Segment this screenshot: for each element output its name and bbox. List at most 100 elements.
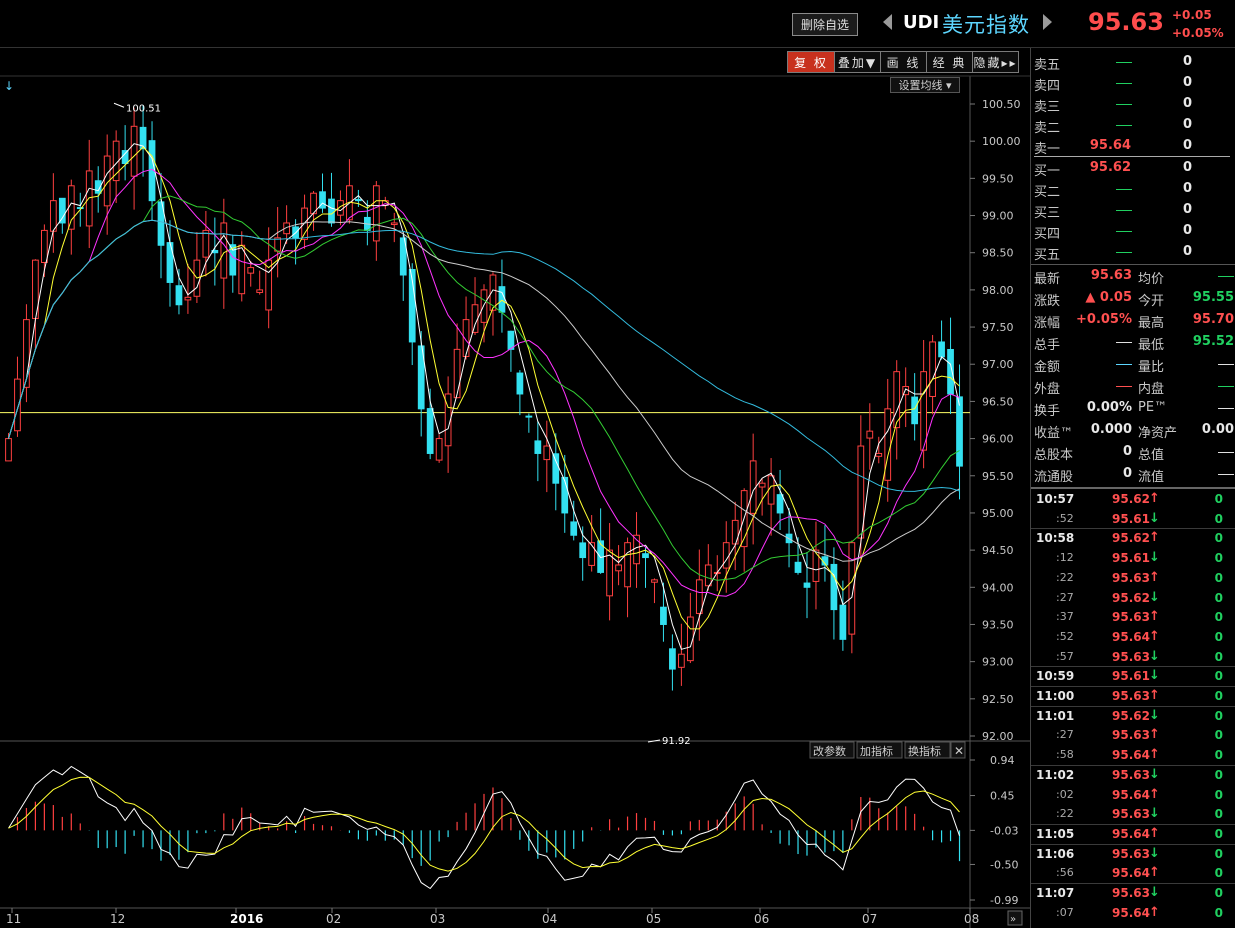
- close-indicator-icon[interactable]: [950, 741, 966, 759]
- tick-price: 95.63: [1112, 807, 1150, 822]
- tick-separator: [1031, 528, 1235, 530]
- arrow-down-icon: ↓: [1149, 806, 1160, 822]
- toolbar-button-3[interactable]: 经 典: [927, 51, 973, 73]
- quote-label: 总值: [1138, 448, 1165, 463]
- kline-chart[interactable]: ↓ 100.50 100.00 99.50 99.00 98.50 98.00 97.50 9…: [0, 48, 1030, 928]
- arrow-up-icon: ↑: [1149, 865, 1160, 881]
- arrow-down-icon: ↓: [1149, 589, 1160, 605]
- candle-body: [848, 542, 856, 635]
- candle-body: [121, 150, 129, 164]
- tick-time: :02: [1056, 787, 1074, 801]
- orderbook-label: 买五: [1034, 248, 1061, 263]
- y-tick-label: 93.50: [982, 618, 1014, 631]
- quote-empty-value: [1218, 276, 1234, 277]
- orderbook-label: 买三: [1034, 206, 1061, 221]
- quote-value: 95.55: [1192, 290, 1234, 305]
- x-tick-label: 06: [754, 912, 769, 926]
- tick-time: :27: [1056, 728, 1074, 742]
- toolbar-button-2[interactable]: 画 线: [881, 51, 927, 73]
- indicator-button-2[interactable]: [904, 741, 951, 759]
- next-symbol-icon[interactable]: [1043, 14, 1052, 30]
- tick-volume: 0: [1214, 708, 1223, 723]
- indicator-button-0[interactable]: [809, 741, 855, 759]
- quote-empty-value: [1116, 386, 1132, 387]
- candle-body: [660, 606, 667, 625]
- tick-time: 10:59: [1036, 669, 1075, 684]
- quote-label: 内盘: [1138, 382, 1165, 397]
- quote-label: 换手: [1034, 404, 1061, 419]
- quote-value: 0.00: [1201, 422, 1234, 437]
- orderbook-label: 买四: [1034, 227, 1061, 242]
- bid-row: 买三 0: [1034, 200, 1234, 221]
- high-marker-line: [113, 102, 125, 108]
- toolbar-button-4[interactable]: 隐藏▸▸: [973, 51, 1019, 73]
- quote-value: 95.52: [1192, 334, 1234, 349]
- tick-separator: [1031, 666, 1235, 668]
- candle-body: [229, 244, 237, 276]
- arrow-up-icon: ↑: [1149, 747, 1160, 763]
- candle-body: [552, 453, 560, 484]
- arrow-up-icon: ↑: [1149, 786, 1160, 802]
- candle-body: [157, 201, 165, 246]
- tick-row: :56 95.64 ↑ 0: [1034, 863, 1234, 883]
- candle-body: [695, 579, 703, 614]
- orderbook-empty-price: [1116, 189, 1132, 190]
- y-tick-label: 97.00: [982, 358, 1014, 371]
- tick-volume: 0: [1214, 846, 1223, 861]
- candle-body: [184, 296, 192, 301]
- ma-settings-button[interactable]: 设置均线 ▾: [890, 77, 960, 93]
- candle-body: [14, 378, 21, 432]
- quote-label: 收益™: [1034, 426, 1074, 441]
- quote-value: +0.05%: [1076, 312, 1132, 327]
- quote-value: ▲ 0.05: [1085, 290, 1132, 305]
- orderbook-volume: 0: [1182, 181, 1192, 196]
- tick-volume: 0: [1214, 728, 1223, 743]
- ask-row: 卖四 0: [1034, 73, 1234, 94]
- tick-price: 95.63: [1112, 649, 1150, 664]
- tick-time: 11:07: [1036, 886, 1075, 900]
- quote-empty-value: [1116, 364, 1132, 365]
- indicator-button-1[interactable]: [856, 741, 903, 759]
- candle-body: [103, 155, 111, 207]
- tick-price: 95.64: [1112, 866, 1150, 881]
- macd-y-label: -0.50: [990, 858, 1018, 871]
- toolbar-button-0[interactable]: 复 权: [787, 51, 835, 73]
- symbol-name: 美元指数: [942, 13, 1030, 37]
- candle-body: [435, 438, 443, 461]
- candle-body: [23, 319, 30, 388]
- candle-body: [803, 582, 811, 588]
- quote-row: 最新 95.63 均价: [1034, 265, 1234, 287]
- candle-body: [534, 440, 542, 454]
- prev-symbol-icon[interactable]: [883, 14, 892, 30]
- tick-separator: [1031, 843, 1235, 845]
- x-tick-label: 03: [430, 912, 445, 926]
- macd-y-label: 0.94: [990, 754, 1015, 767]
- quote-label: 最新: [1034, 272, 1061, 287]
- tick-separator: [1031, 764, 1235, 766]
- arrow-up-icon: ↑: [1149, 609, 1160, 625]
- orderbook-empty-price: [1116, 210, 1132, 211]
- orderbook-label: 卖三: [1034, 100, 1061, 115]
- tick-price: 95.64: [1112, 826, 1150, 841]
- candle-body: [525, 415, 533, 418]
- tick-volume: 0: [1214, 531, 1223, 546]
- candle-body: [606, 549, 613, 597]
- candle-body: [857, 445, 865, 539]
- scroll-right-icon[interactable]: [1007, 910, 1023, 926]
- candle-body: [543, 445, 551, 461]
- y-tick-label: 92.50: [982, 693, 1014, 706]
- y-tick-label: 92.00: [982, 730, 1014, 743]
- y-tick-label: 98.00: [982, 284, 1014, 297]
- toolbar-button-1[interactable]: 叠加▼: [835, 51, 881, 73]
- y-tick-label: 100.00: [982, 135, 1021, 148]
- candle-body: [49, 200, 57, 232]
- quote-empty-value: [1218, 452, 1234, 453]
- candle-body: [202, 229, 210, 258]
- candle-body: [130, 125, 138, 177]
- tick-row: :02 95.64 ↑ 0: [1034, 785, 1234, 805]
- candle-body: [920, 371, 927, 451]
- quote-row: 外盘 内盘: [1034, 375, 1234, 397]
- tick-row: 10:58 95.62 ↑ 0: [1034, 528, 1234, 548]
- remove-favorite-button[interactable]: 删除自选: [792, 13, 858, 36]
- y-tick-label: 98.50: [982, 247, 1014, 260]
